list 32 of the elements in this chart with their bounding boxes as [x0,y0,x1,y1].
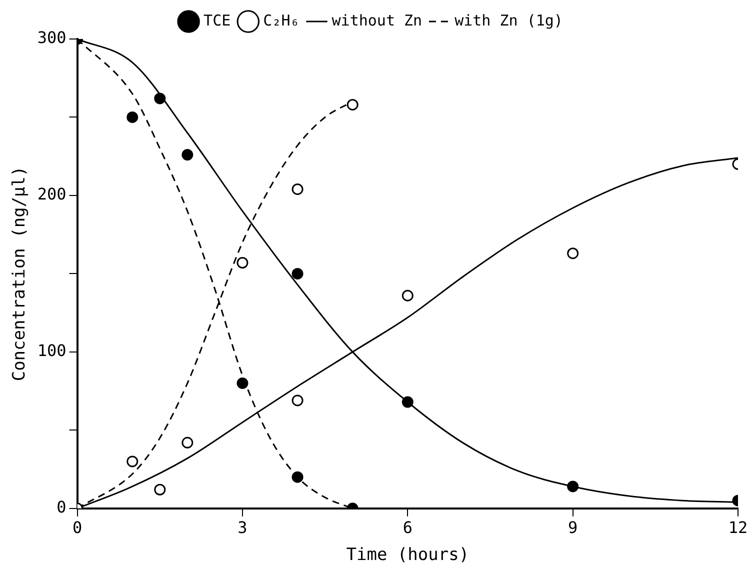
point [154,92,166,104]
x-tick-label: 6 [402,518,412,538]
point [292,183,304,195]
point [292,394,304,406]
legend-label: without Zn [332,11,422,30]
point [292,471,304,483]
x-tick-label: 9 [568,518,578,538]
y-axis-title: Concentration (ng/µl) [10,166,30,382]
point [346,98,358,110]
y-tick-label: 100 [37,341,66,360]
point [292,268,304,280]
point [567,248,579,260]
y-tick-label: 300 [37,28,66,48]
point [154,484,166,496]
point [236,257,248,268]
legend-label: TCE [204,11,231,30]
point [182,436,194,448]
point [236,377,248,389]
point [182,149,194,161]
x-axis-title: Time (hours) [346,545,470,566]
point [126,456,138,468]
x-tick-label: 12 [728,518,748,538]
legend-label: with Zn (1g) [454,11,563,30]
point [402,396,414,408]
point [126,111,138,123]
x-tick-label: 0 [72,518,82,538]
point [567,480,579,492]
x-tick-label: 3 [238,518,248,538]
y-tick-label: 200 [37,184,66,204]
point [402,290,414,302]
y-tick-label: 0 [56,498,66,517]
legend-label: C₂H₆ [263,11,300,30]
